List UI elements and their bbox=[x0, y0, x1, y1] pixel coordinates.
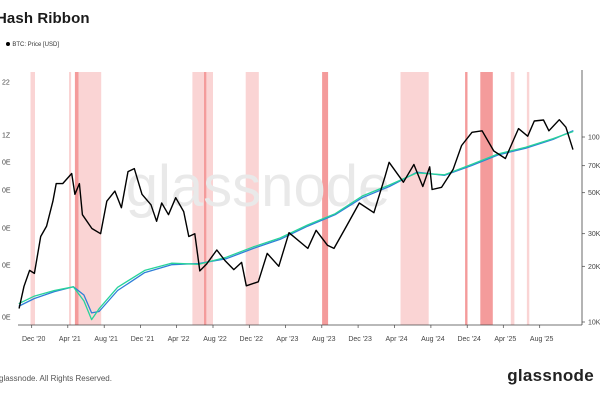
capitulation-band-8 bbox=[322, 72, 329, 325]
capitulation-band-12 bbox=[480, 72, 493, 325]
capitulation-band-1 bbox=[69, 72, 72, 325]
left-axis-ticks: 22 1Z 0E 0E 0E 0E 0E bbox=[2, 80, 11, 322]
x-tick-label: Apr '21 bbox=[59, 336, 81, 343]
capitulation-band-9 bbox=[400, 72, 405, 325]
x-tick-label: Apr '22 bbox=[168, 336, 190, 343]
left-tick-label: 0E bbox=[2, 226, 11, 233]
right-tick-label: 20K bbox=[588, 264, 600, 271]
left-tick-label: 0E bbox=[2, 188, 11, 195]
legend-item-btc-price[interactable]: BTC: Price [USD] bbox=[6, 42, 59, 48]
legend-item-label: BTC: Price [USD] bbox=[12, 42, 60, 48]
capitulation-band-3 bbox=[78, 72, 102, 325]
x-tick-label: Aug '23 bbox=[312, 336, 336, 343]
left-tick-label: 22 bbox=[2, 80, 10, 87]
x-tick-label: Aug '21 bbox=[94, 336, 118, 343]
capitulation-band-2 bbox=[74, 72, 79, 325]
right-tick-label: 100K bbox=[588, 135, 600, 142]
x-tick-label: Aug '25 bbox=[530, 336, 554, 343]
x-tick-label: Aug '22 bbox=[203, 336, 227, 343]
copyright-text: glassnode. All Rights Reserved. bbox=[0, 374, 112, 383]
right-axis-ticks: 100K 70K 50K 30K 20K 10K bbox=[582, 135, 600, 327]
left-tick-label: 1Z bbox=[2, 133, 11, 140]
x-tick-label: Dec '21 bbox=[131, 336, 155, 343]
capitulation-band-10 bbox=[404, 72, 429, 325]
x-tick-label: Apr '24 bbox=[386, 336, 408, 343]
series-lines bbox=[18, 119, 574, 321]
glassnode-logo[interactable]: glassnode bbox=[507, 366, 594, 385]
capitulation-band-11 bbox=[465, 72, 468, 325]
legend-swatch-icon bbox=[6, 42, 11, 47]
btc-price-line bbox=[18, 119, 574, 309]
x-axis-ticks: Dec '20 Apr '21 Aug '21 Dec '21 Apr '22 Aug '… bbox=[22, 325, 554, 343]
right-tick-label: 70K bbox=[588, 163, 600, 170]
x-tick-label: Dec '20 bbox=[22, 336, 46, 343]
capitulation-band-14 bbox=[526, 72, 530, 325]
capitulation-bands bbox=[30, 72, 530, 325]
x-tick-label: Dec '22 bbox=[240, 336, 264, 343]
capitulation-band-0 bbox=[30, 72, 35, 325]
x-tick-label: Dec '24 bbox=[457, 336, 481, 343]
capitulation-band-4 bbox=[192, 72, 204, 325]
right-tick-label: 50K bbox=[588, 190, 600, 197]
legend: D BTC: Price [USD] bbox=[0, 42, 59, 48]
x-tick-label: Dec '23 bbox=[348, 336, 372, 343]
capitulation-band-5 bbox=[204, 72, 207, 325]
hash-ribbon-fast-ma-line bbox=[18, 130, 574, 321]
x-tick-label: Apr '25 bbox=[494, 336, 516, 343]
x-tick-label: Apr '23 bbox=[276, 336, 298, 343]
x-tick-label: Aug '24 bbox=[421, 336, 445, 343]
left-tick-label: 0E bbox=[2, 263, 11, 270]
capitulation-band-7 bbox=[245, 72, 259, 325]
left-tick-label: 0E bbox=[2, 315, 11, 322]
capitulation-band-6 bbox=[206, 72, 213, 325]
capitulation-band-13 bbox=[510, 72, 515, 325]
right-tick-label: 30K bbox=[588, 231, 600, 238]
left-tick-label: 0E bbox=[2, 160, 11, 167]
right-tick-label: 10K bbox=[588, 320, 600, 327]
hash-ribbon-slow-ma-line bbox=[18, 130, 574, 314]
chart-title: Hash Ribbon bbox=[0, 10, 90, 27]
